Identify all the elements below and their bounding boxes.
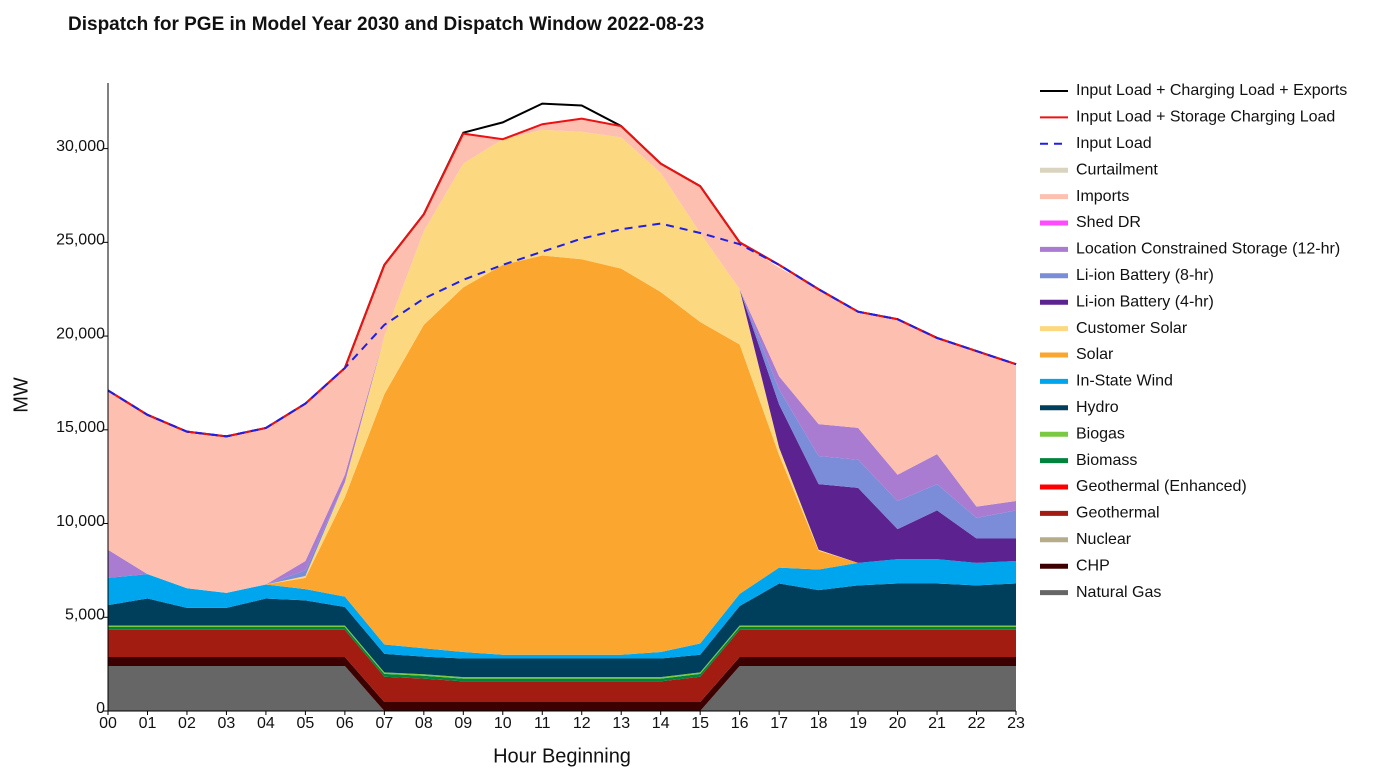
x-tick-label: 20 <box>889 715 907 732</box>
area <box>108 666 1016 711</box>
y-tick-label: 15,000 <box>56 419 105 436</box>
x-tick-label: 04 <box>257 715 275 732</box>
legend-label: Solar <box>1076 346 1114 363</box>
y-tick-label: 30,000 <box>56 138 105 155</box>
area <box>108 629 1016 702</box>
legend-label: CHP <box>1076 557 1110 574</box>
x-tick-label: 11 <box>534 715 551 732</box>
x-tick-label: 03 <box>218 715 236 732</box>
legend-label: Geothermal (Enhanced) <box>1076 478 1247 495</box>
x-tick-label: 21 <box>928 715 946 732</box>
legend-label: Location Constrained Storage (12-hr) <box>1076 241 1340 258</box>
legend-label: Input Load <box>1076 135 1152 152</box>
line <box>107 222 1017 438</box>
y-tick-label: 25,000 <box>56 232 105 249</box>
x-tick-label: 18 <box>810 715 828 732</box>
x-tick-label: 09 <box>454 715 472 732</box>
legend-label: Customer Solar <box>1076 320 1188 337</box>
x-tick-label: 05 <box>296 715 314 732</box>
y-axis-title: MW <box>10 377 32 413</box>
area <box>108 129 1016 593</box>
x-tick-label: 10 <box>494 715 512 732</box>
line <box>107 117 1017 438</box>
legend-label: Li-ion Battery (4-hr) <box>1076 293 1214 310</box>
legend-label: Geothermal <box>1076 505 1160 522</box>
legend-label: Shed DR <box>1076 214 1141 231</box>
x-tick-label: 08 <box>415 715 433 732</box>
x-tick-label: 06 <box>336 715 354 732</box>
area <box>108 583 1016 678</box>
x-tick-label: 12 <box>573 715 591 732</box>
x-tick-label: 23 <box>1007 715 1025 732</box>
legend-label: Biomass <box>1076 452 1137 469</box>
chart-title: Dispatch for PGE in Model Year 2030 and … <box>68 14 704 35</box>
x-axis-title: Hour Beginning <box>493 745 631 767</box>
x-tick-label: 22 <box>968 715 986 732</box>
legend-label: Imports <box>1076 188 1129 205</box>
legend-label: Nuclear <box>1076 531 1132 548</box>
x-tick-label: 13 <box>612 715 630 732</box>
x-tick-label: 15 <box>691 715 709 732</box>
y-tick-label: 20,000 <box>56 325 105 342</box>
legend-label: In-State Wind <box>1076 373 1173 390</box>
area <box>108 657 1016 711</box>
y-tick-label: 10,000 <box>56 513 105 530</box>
legend-label: Natural Gas <box>1076 584 1161 601</box>
x-tick-label: 14 <box>652 715 670 732</box>
legend-label: Input Load + Charging Load + Exports <box>1076 82 1347 99</box>
x-tick-label: 00 <box>99 715 117 732</box>
area <box>108 559 1016 659</box>
x-tick-label: 19 <box>849 715 867 732</box>
legend-label: Input Load + Storage Charging Load <box>1076 109 1335 126</box>
area <box>108 255 1016 655</box>
legend-label: Hydro <box>1076 399 1119 416</box>
legend-label: Li-ion Battery (8-hr) <box>1076 267 1214 284</box>
x-tick-label: 01 <box>139 715 157 732</box>
y-tick-label: 0 <box>96 700 105 717</box>
legend-label: Biogas <box>1076 425 1125 442</box>
area <box>108 118 1016 593</box>
legend-label: Curtailment <box>1076 161 1158 178</box>
area <box>108 129 1016 593</box>
x-tick-label: 02 <box>178 715 196 732</box>
x-tick-label: 07 <box>375 715 393 732</box>
y-tick-label: 5,000 <box>65 606 105 623</box>
x-tick-label: 17 <box>770 715 788 732</box>
x-tick-label: 16 <box>731 715 749 732</box>
